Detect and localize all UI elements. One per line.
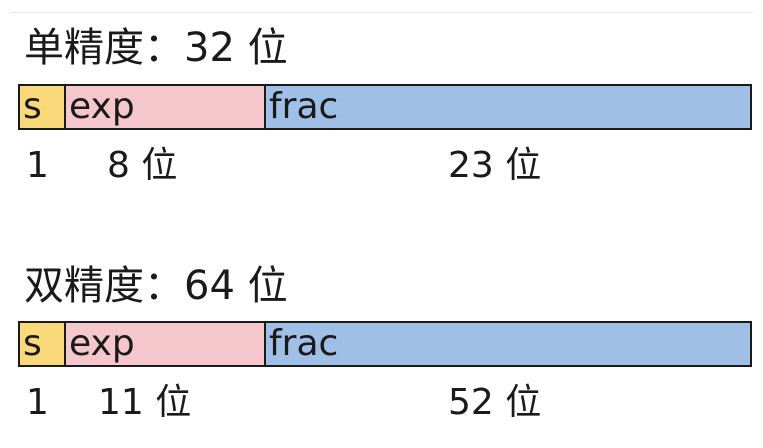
single-exponent-field: exp — [66, 86, 266, 128]
double-sign-field: s — [20, 323, 66, 365]
double-precision-bit-layout: s exp frac — [18, 321, 752, 367]
top-divider — [10, 12, 753, 13]
single-exponent-bits-label: 8 位 — [107, 145, 178, 186]
single-fraction-field: frac — [266, 86, 750, 128]
double-fraction-field: frac — [266, 323, 750, 365]
double-fraction-bits-label: 52 位 — [448, 382, 542, 423]
double-exponent-bits-label: 11 位 — [98, 382, 192, 423]
double-sign-bits-label: 1 — [26, 382, 49, 423]
single-fraction-bits-label: 23 位 — [448, 145, 542, 186]
double-exponent-field: exp — [66, 323, 266, 365]
single-precision-title: 单精度：32 位 — [24, 25, 288, 71]
single-precision-bit-layout: s exp frac — [18, 84, 752, 130]
single-sign-bits-label: 1 — [26, 145, 49, 186]
single-sign-field: s — [20, 86, 66, 128]
double-precision-title: 双精度：64 位 — [24, 263, 288, 309]
